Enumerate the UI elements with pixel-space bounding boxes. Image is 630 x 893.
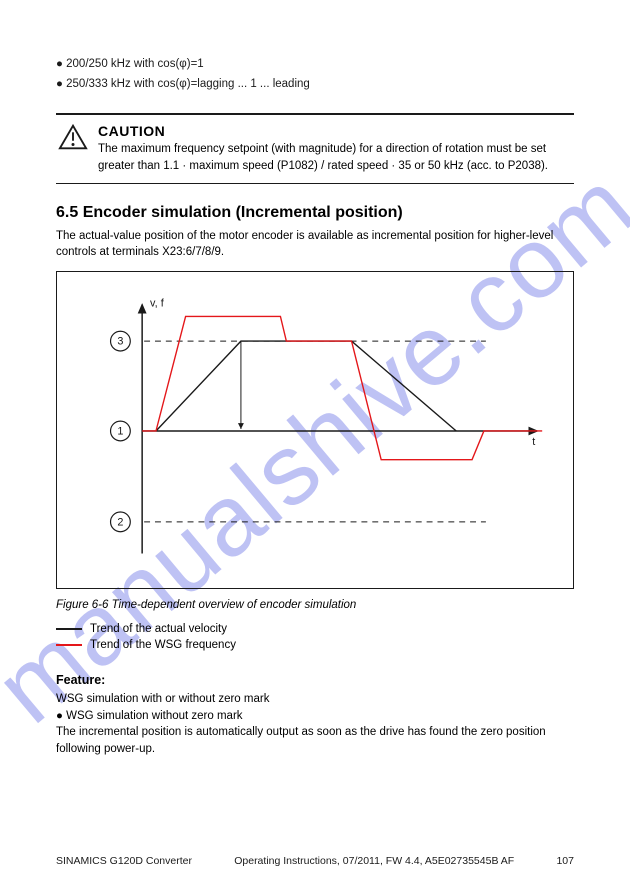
- svg-text:3: 3: [117, 336, 123, 348]
- section-heading: 6.5 Encoder simulation (Incremental posi…: [56, 204, 574, 222]
- page-footer: SINAMICS G120D Converter Operating Instr…: [56, 846, 574, 867]
- svg-text:1: 1: [117, 425, 123, 437]
- caution-text: The maximum frequency setpoint (with mag…: [98, 141, 574, 174]
- legend-label-black: Trend of the actual velocity: [90, 623, 227, 635]
- spec-line-2: ● 250/333 kHz with cos(φ)=lagging ... 1 …: [56, 76, 574, 93]
- encoder-sim-graph: 3 1 2 v, f t: [73, 286, 557, 574]
- caution-heading: CAUTION: [98, 123, 574, 139]
- svg-text:t: t: [532, 436, 535, 448]
- caution-bottom-rule: [56, 183, 574, 184]
- legend-row-black: Trend of the actual velocity: [56, 623, 574, 635]
- footer-right: 107: [556, 855, 574, 867]
- section-intro: The actual-value position of the motor e…: [56, 228, 574, 261]
- feature-text: WSG simulation with or without zero mark…: [56, 691, 574, 758]
- footer-left: SINAMICS G120D Converter: [56, 855, 192, 867]
- svg-text:2: 2: [117, 516, 123, 528]
- legend-row-red: Trend of the WSG frequency: [56, 639, 574, 651]
- page-content: ● 200/250 kHz with cos(φ)=1 ● 250/333 kH…: [0, 0, 630, 893]
- legend-swatch-red: [56, 644, 82, 647]
- footer-center: Operating Instructions, 07/2011, FW 4.4,…: [192, 855, 557, 867]
- warning-triangle-icon: [58, 123, 88, 151]
- spec-line-1: ● 200/250 kHz with cos(φ)=1: [56, 56, 574, 73]
- spec-block: ● 200/250 kHz with cos(φ)=1 ● 250/333 kH…: [56, 56, 574, 92]
- svg-text:v, f: v, f: [150, 298, 165, 310]
- legend-label-red: Trend of the WSG frequency: [90, 639, 236, 651]
- feature-heading: Feature:: [56, 673, 574, 687]
- figure-box: 3 1 2 v, f t: [56, 271, 574, 589]
- legend-swatch-black: [56, 628, 82, 631]
- figure-caption: Figure 6-6 Time-dependent overview of en…: [56, 599, 574, 611]
- legend: Trend of the actual velocity Trend of th…: [56, 623, 574, 651]
- caution-box: CAUTION The maximum frequency setpoint (…: [56, 115, 574, 182]
